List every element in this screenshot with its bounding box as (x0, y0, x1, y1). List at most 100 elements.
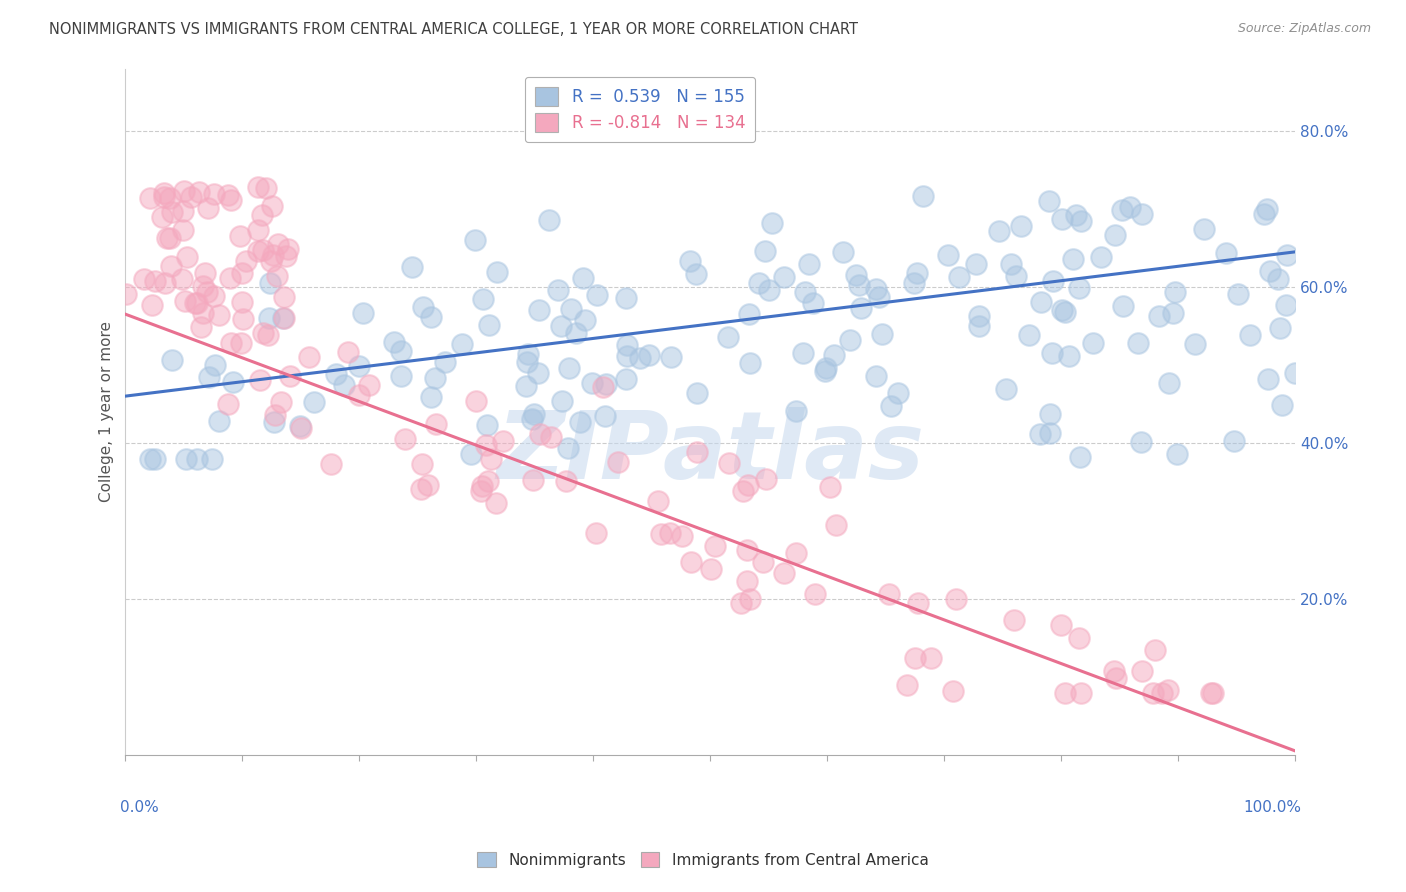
Point (797, 257, 820, 271)
Point (686, 444, 709, 458)
Point (650, 526, 672, 541)
Point (737, 543, 759, 558)
Point (115, 286, 138, 301)
Point (1031, 294, 1053, 309)
Legend: R =  0.539   N = 155, R = -0.814   N = 134: R = 0.539 N = 155, R = -0.814 N = 134 (524, 77, 755, 142)
Point (325, 368, 347, 382)
Point (903, 277, 925, 291)
Point (425, 417, 447, 431)
Point (263, 408, 285, 422)
Point (803, 296, 825, 310)
Point (1132, 207, 1154, 221)
Point (235, 254, 257, 268)
Point (558, 360, 581, 375)
Point (1040, 346, 1063, 360)
Point (271, 310, 294, 325)
Point (1067, 631, 1090, 645)
Point (257, 328, 280, 343)
Point (896, 678, 918, 692)
Point (659, 526, 682, 541)
Point (191, 306, 214, 320)
Point (585, 288, 607, 302)
Point (585, 526, 607, 541)
Point (160, 352, 183, 367)
Point (412, 301, 434, 315)
Point (250, 208, 273, 222)
Point (904, 651, 927, 665)
Point (616, 349, 638, 363)
Point (1130, 664, 1153, 678)
Point (471, 293, 494, 307)
Point (647, 494, 669, 508)
Point (180, 190, 202, 204)
Point (153, 190, 176, 204)
Point (382, 334, 405, 349)
Point (1258, 264, 1281, 278)
Point (172, 223, 194, 237)
Y-axis label: College, 1 year or more: College, 1 year or more (100, 321, 114, 502)
Point (540, 430, 562, 444)
Point (1129, 434, 1152, 449)
Point (1083, 335, 1105, 350)
Point (159, 191, 181, 205)
Point (464, 393, 486, 408)
Point (246, 244, 269, 258)
Point (879, 399, 901, 413)
Text: 100.0%: 100.0% (1243, 799, 1302, 814)
Point (479, 451, 502, 466)
Point (572, 270, 595, 285)
Point (260, 254, 283, 268)
Point (186, 451, 208, 466)
Point (246, 179, 269, 194)
Point (231, 294, 253, 309)
Point (174, 451, 197, 466)
Point (491, 434, 513, 448)
Point (141, 298, 163, 312)
Point (735, 574, 758, 588)
Point (987, 224, 1010, 238)
Point (1062, 252, 1084, 266)
Point (527, 303, 550, 318)
Point (485, 265, 508, 279)
Point (219, 193, 242, 207)
Point (1039, 425, 1062, 440)
Point (994, 382, 1017, 396)
Point (298, 351, 321, 365)
Point (748, 276, 770, 290)
Point (475, 417, 498, 432)
Point (252, 326, 274, 340)
Point (606, 455, 628, 469)
Text: Source: ZipAtlas.com: Source: ZipAtlas.com (1237, 22, 1371, 36)
Point (262, 248, 284, 262)
Point (752, 555, 775, 569)
Point (471, 479, 494, 493)
Point (1054, 304, 1077, 318)
Point (522, 473, 544, 487)
Point (679, 253, 702, 268)
Point (704, 539, 727, 553)
Point (336, 344, 359, 359)
Point (347, 359, 370, 373)
Point (394, 432, 416, 446)
Point (1284, 367, 1306, 381)
Point (232, 312, 254, 326)
Point (1112, 299, 1135, 313)
Point (138, 191, 160, 205)
Point (219, 336, 242, 351)
Point (191, 279, 214, 293)
Point (942, 683, 965, 698)
Point (1166, 447, 1188, 461)
Point (246, 223, 269, 237)
Point (1150, 685, 1173, 699)
Point (754, 244, 776, 258)
Point (197, 201, 219, 215)
Point (738, 307, 761, 321)
Point (772, 566, 794, 580)
Point (217, 188, 239, 202)
Point (1253, 207, 1275, 221)
Point (738, 356, 761, 370)
Point (550, 318, 572, 333)
Point (686, 386, 709, 401)
Point (172, 204, 194, 219)
Point (967, 309, 990, 323)
